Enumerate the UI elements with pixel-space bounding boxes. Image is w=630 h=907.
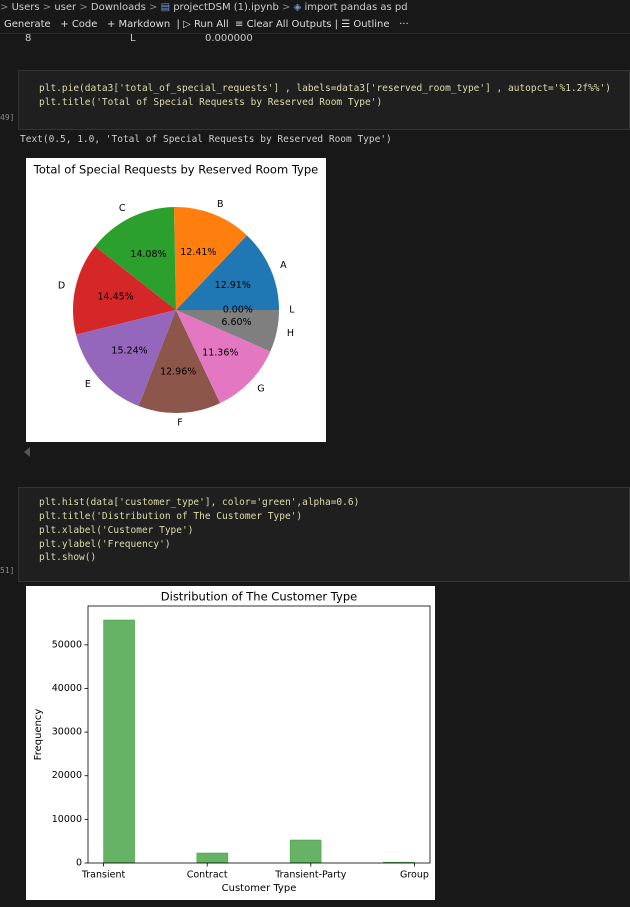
chart-title: Total of Special Requests by Reserved Ro… (33, 163, 318, 177)
breadcrumb: > Users > user > Downloads > ▤ projectDS… (0, 2, 408, 13)
pie-chart: Total of Special Requests by Reserved Ro… (33, 163, 318, 429)
slice-percent: 0.00% (223, 305, 253, 316)
pie-slice (75, 310, 176, 406)
pie-slice (138, 310, 221, 413)
slice-percent: 6.60% (221, 317, 251, 328)
pie-slice (73, 246, 176, 335)
output-text: Text(0.5, 1.0, 'Total of Special Request… (20, 134, 392, 145)
execution-count: 51] (0, 566, 15, 575)
x-tick-label: Group (400, 870, 429, 881)
y-tick-label: 40000 (52, 683, 82, 694)
crumb[interactable]: Downloads (90, 2, 146, 13)
slice-label: G (257, 383, 264, 394)
slice-label: A (280, 260, 287, 271)
pie-slice (95, 207, 176, 310)
histogram-chart: Distribution of The Customer Type 0 10000 2… (33, 590, 431, 894)
crumb[interactable]: Users (11, 2, 40, 13)
y-tick-label: 0 (76, 858, 82, 869)
code-line: plt.title('Total of Special Requests by … (39, 97, 383, 108)
code-line: plt.pie(data3['total_of_special_requests… (39, 83, 611, 94)
output-value: 8 (25, 33, 32, 44)
pie-slice (176, 235, 279, 310)
y-tick-label: 30000 (52, 727, 82, 738)
pie-slice (176, 310, 279, 352)
toolbar-button[interactable]: Outline (353, 19, 390, 30)
slice-label: D (58, 281, 65, 292)
output-value: L (130, 33, 136, 44)
hist-bar (196, 852, 229, 864)
execution-count: 49] (0, 113, 15, 122)
slice-label: H (287, 328, 294, 339)
code-cell[interactable]: plt.hist(data['customer_type'], color='g… (18, 487, 630, 582)
code-line: plt.xlabel('Customer Type') (39, 525, 194, 536)
x-tick-label: Transient (81, 870, 126, 881)
code-line: plt.show() (39, 552, 97, 563)
slice-percent: 14.45% (97, 291, 133, 302)
crumb[interactable]: projectDSM (1).ipynb (173, 2, 279, 13)
slice-label: L (289, 305, 295, 316)
code-line: plt.hist(data['customer_type'], color='g… (39, 497, 360, 508)
code-line: plt.ylabel('Frequency') (39, 539, 171, 550)
scroll-arrow[interactable] (24, 447, 30, 457)
slice-label: B (217, 199, 224, 210)
x-axis-label: Customer Type (222, 883, 297, 894)
output-value: 0.000000 (205, 33, 253, 44)
pie-slice (173, 207, 247, 310)
crumb[interactable]: user (54, 2, 77, 13)
slice-percent: 12.41% (180, 247, 216, 258)
divider (0, 33, 630, 34)
code-line: plt.title('Distribution of The Customer … (39, 511, 303, 522)
slice-label: E (85, 379, 91, 390)
y-tick-label: 10000 (52, 814, 82, 825)
slice-percent: 15.24% (111, 345, 147, 356)
y-tick-label: 50000 (52, 639, 82, 650)
toolbar-button[interactable]: Generate (4, 19, 51, 30)
axes-frame (87, 605, 431, 864)
slice-percent: 14.08% (130, 249, 166, 260)
hist-output: Distribution of The Customer Type 0 10000 2… (26, 586, 435, 900)
y-axis-label: Frequency (33, 709, 44, 761)
toolbar-button[interactable]: Markdown (118, 19, 171, 30)
y-tick-label: 20000 (52, 770, 82, 781)
chart-title: Distribution of The Customer Type (161, 590, 357, 604)
toolbar-button[interactable]: Code (71, 19, 98, 30)
code-cell[interactable]: plt.pie(data3['total_of_special_requests… (18, 70, 630, 130)
crumb[interactable]: import pandas as pd (304, 2, 408, 13)
slice-label: F (177, 418, 182, 429)
slice-percent: 11.36% (202, 348, 238, 359)
toolbar-button[interactable]: Run All (193, 19, 229, 30)
slice-percent: 12.91% (215, 280, 251, 291)
hist-bar (103, 619, 135, 864)
pie-output: Total of Special Requests by Reserved Ro… (26, 158, 326, 442)
x-tick-label: Transient-Party (274, 870, 347, 881)
toolbar: Generate + Code + Markdown | ▷ Run All ≡… (4, 19, 409, 30)
slice-label: C (119, 203, 126, 214)
toolbar-button[interactable]: Clear All Outputs (246, 19, 332, 30)
x-tick-label: Contract (187, 870, 228, 881)
slice-percent: 12.96% (160, 366, 196, 377)
hist-bar (289, 839, 322, 864)
toolbar-button[interactable]: ··· (399, 19, 409, 30)
pie-slice (176, 310, 271, 404)
